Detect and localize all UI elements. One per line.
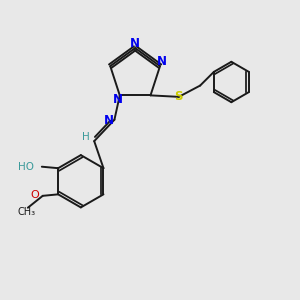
Text: CH₃: CH₃ xyxy=(17,207,35,217)
Text: N: N xyxy=(104,114,114,127)
Text: H: H xyxy=(82,132,90,142)
Text: N: N xyxy=(157,56,166,68)
Text: O: O xyxy=(30,190,39,200)
Text: N: N xyxy=(130,38,140,50)
Text: S: S xyxy=(175,90,183,104)
Text: HO: HO xyxy=(17,162,34,172)
Text: N: N xyxy=(112,93,122,106)
